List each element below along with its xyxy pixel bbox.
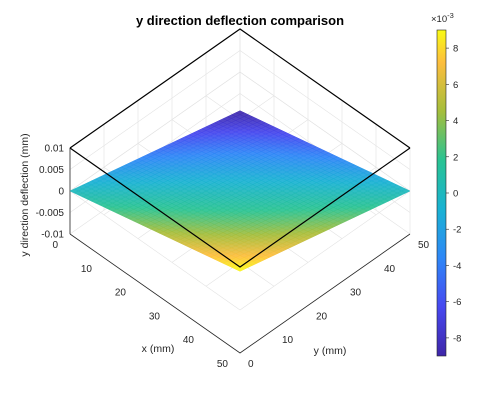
box-edge-front xyxy=(69,147,411,268)
z-tick-label: 0 xyxy=(58,187,64,198)
tick-labels: 0 10 20 30 40 50 0 10 20 30 40 50 0.01 0.005 0 -0.005 -0… xyxy=(36,144,430,371)
axis-box-front xyxy=(69,147,411,354)
colorbar-tick-label: -8 xyxy=(453,333,461,344)
z-axis-label: y direction deflection (mm) xyxy=(19,133,31,256)
z-tick-label: 0.01 xyxy=(45,144,65,155)
chart-title: y direction deflection comparison xyxy=(136,13,344,28)
colorbar-tick-label: 6 xyxy=(453,80,458,91)
colorbar-tick-label: 2 xyxy=(453,152,458,163)
y-tick-label: 40 xyxy=(384,264,396,275)
x-tick-label: 40 xyxy=(183,335,195,346)
x-tick-label: 10 xyxy=(81,264,93,275)
colorbar-exponent-power: -3 xyxy=(447,11,454,20)
x-tick-label: 20 xyxy=(115,288,127,299)
surface-patch xyxy=(235,267,245,272)
y-tick-label: 10 xyxy=(282,335,294,346)
x-axis-label: x (mm) xyxy=(142,343,175,355)
grid-line xyxy=(239,190,411,311)
surface-plot xyxy=(69,110,411,272)
z-tick-label: -0.01 xyxy=(41,230,64,241)
colorbar-tick-label: -4 xyxy=(453,261,461,272)
y-tick-label: 50 xyxy=(418,240,430,251)
box-edge xyxy=(69,28,411,149)
colorbar-tick-label: 4 xyxy=(453,116,458,127)
y-tick-label: 20 xyxy=(316,311,328,322)
colorbar xyxy=(436,29,447,357)
y-tick-label: 0 xyxy=(248,359,254,370)
y-axis-label: y (mm) xyxy=(314,345,347,357)
floor-axis-lines xyxy=(69,233,411,354)
colorbar-exponent-base: ×10 xyxy=(431,14,447,25)
z-tick-label: -0.005 xyxy=(36,208,65,219)
z-tick-label: 0.005 xyxy=(39,165,64,176)
colorbar-tick-label: -2 xyxy=(453,225,461,236)
x-tick-label: 50 xyxy=(217,359,229,370)
x-tick-label: 30 xyxy=(149,311,161,322)
colorbar-ticks: 8 6 4 2 0 -2 -4 -6 -8 xyxy=(446,44,461,344)
y-tick-label: 30 xyxy=(350,288,362,299)
colorbar-tick-label: -6 xyxy=(453,297,461,308)
colorbar-tick-label: 0 xyxy=(453,189,458,200)
x-tick-label: 0 xyxy=(52,240,58,251)
colorbar-exponent: ×10-3 xyxy=(431,11,454,25)
colorbar-tick-label: 8 xyxy=(453,44,458,55)
grid-line xyxy=(69,190,241,311)
